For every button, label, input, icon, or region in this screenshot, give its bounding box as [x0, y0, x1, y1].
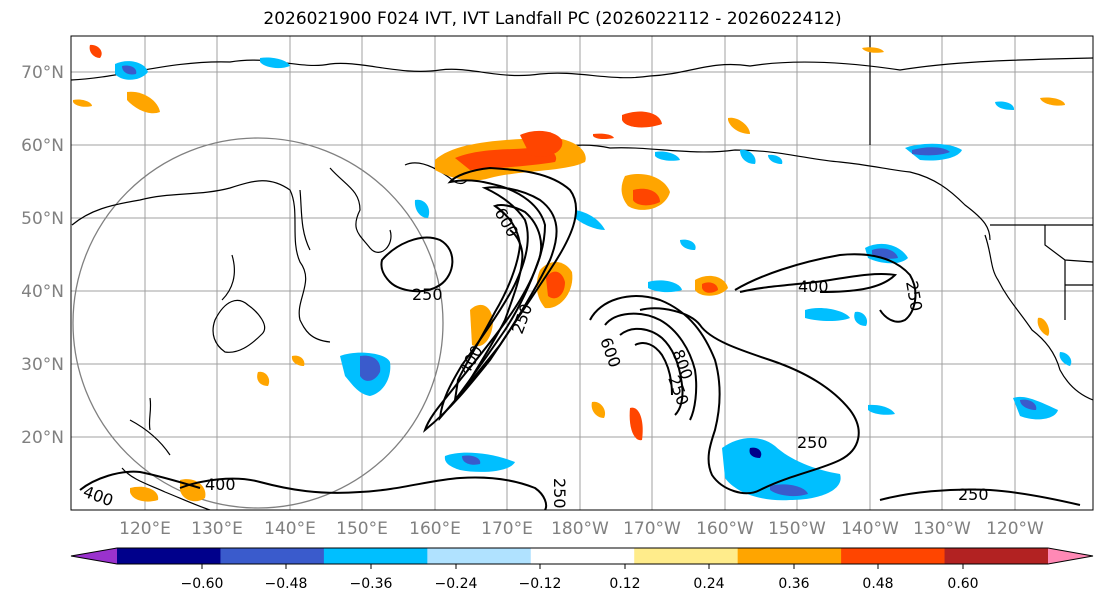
colorbar-segment [427, 548, 532, 564]
contour-label: 250 [550, 478, 569, 509]
colorbar-extend-min [71, 548, 117, 564]
colorbar-segment [634, 548, 739, 564]
lat-label-50n: 50°N [21, 209, 64, 229]
lon-label-160w: 160°W [696, 519, 754, 539]
contour-label: 250 [797, 433, 828, 452]
lon-label-150w: 150°W [768, 519, 826, 539]
lon-label-140e: 140°E [264, 519, 316, 539]
contour-label: 400 [205, 475, 236, 494]
lon-label-170e: 170°E [481, 519, 533, 539]
colorbar-tick-label: 0.24 [693, 576, 724, 592]
latitude-labels: 70°N 60°N 50°N 40°N 30°N 20°N [21, 63, 64, 448]
lat-label-20n: 20°N [21, 428, 64, 448]
shading-negative [115, 57, 1072, 501]
lon-label-180w: 180°W [551, 519, 609, 539]
colorbar-tick-label: 0.12 [609, 576, 640, 592]
contour-label: 400 [798, 277, 829, 296]
lat-label-70n: 70°N [21, 63, 64, 83]
lat-label-60n: 60°N [21, 136, 64, 156]
lon-label-160e: 160°E [409, 519, 461, 539]
lon-label-140w: 140°W [841, 519, 899, 539]
colorbar-extend-max [1048, 548, 1093, 564]
lon-label-150e: 150°E [336, 519, 388, 539]
colorbar [70, 547, 1094, 565]
contour-label: 250 [412, 285, 443, 304]
map-panel [71, 36, 1093, 510]
landfall-radius-circle [72, 137, 444, 509]
colorbar-segment [737, 548, 842, 564]
lon-label-130e: 130°E [191, 519, 243, 539]
lon-label-120e: 120°E [119, 519, 171, 539]
lon-label-120w: 120°W [986, 519, 1044, 539]
lat-label-40n: 40°N [21, 282, 64, 302]
colorbar-ticks: −0.60 −0.48 −0.36 −0.24 −0.12 0.12 0.24 … [181, 564, 979, 592]
map-border [70, 35, 1094, 511]
longitude-labels: 120°E 130°E 140°E 150°E 160°E 170°E 180°… [119, 519, 1044, 539]
colorbar-tick-label: −0.12 [519, 576, 562, 592]
colorbar-segment [841, 548, 946, 564]
ivt-contours [79, 166, 1081, 510]
shading-positive [73, 44, 1065, 502]
graticule [71, 36, 1093, 510]
colorbar-outline [70, 547, 1094, 565]
lat-label-30n: 30°N [21, 355, 64, 375]
colorbar-segment [530, 548, 635, 564]
colorbar-tick-label: −0.24 [435, 576, 478, 592]
colorbar-segment [944, 548, 1049, 564]
colorbar-segment [323, 548, 428, 564]
map-title: 2026021900 F024 IVT, IVT Landfall PC (20… [263, 9, 842, 29]
lon-label-170w: 170°W [623, 519, 681, 539]
colorbar-tick-label: −0.36 [350, 576, 393, 592]
colorbar-tick-label: −0.60 [181, 576, 224, 592]
colorbar-tick-label: −0.48 [265, 576, 308, 592]
colorbar-tick-label: 0.48 [862, 576, 893, 592]
lon-label-130w: 130°W [913, 519, 971, 539]
colorbar-tick-label: 0.60 [947, 576, 978, 592]
colorbar-segment [117, 548, 221, 564]
colorbar-tick-label: 0.36 [778, 576, 809, 592]
colorbar-segment [220, 548, 325, 564]
contour-label: 250 [958, 485, 989, 504]
